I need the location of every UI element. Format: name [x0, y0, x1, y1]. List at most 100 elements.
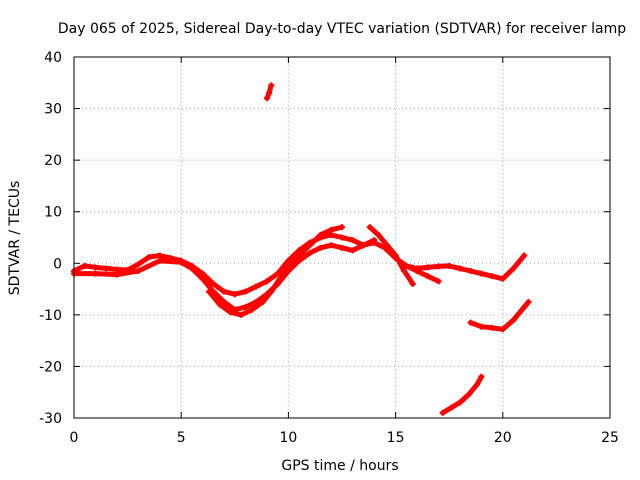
y-tick-label: 30 [44, 102, 62, 118]
data-point [135, 268, 142, 275]
data-point [306, 242, 313, 249]
data-point [446, 262, 453, 269]
x-tick-label: 5 [177, 430, 186, 446]
data-point [414, 268, 421, 275]
data-point [474, 381, 481, 388]
data-point [489, 273, 496, 280]
data-point [456, 265, 463, 272]
data-point [435, 278, 442, 285]
data-point [435, 263, 442, 270]
data-point [268, 288, 275, 295]
data-point [478, 270, 485, 277]
data-point [285, 265, 292, 272]
data-point [360, 242, 367, 249]
data-point [188, 265, 195, 272]
data-point [92, 270, 99, 277]
data-point [478, 373, 485, 380]
axis-ticks: 0 5 10 15 20 25 -30 -20 -10 0 10 20 30 40 [39, 50, 619, 446]
data-point [525, 298, 532, 305]
y-tick-label: 20 [44, 153, 62, 169]
data-point [263, 278, 270, 285]
data-point [424, 264, 431, 271]
series-track-b [71, 237, 378, 313]
data-point [510, 317, 517, 324]
data-point [510, 265, 517, 272]
y-axis-label: SDTVAR / TECUs [7, 181, 23, 296]
data-point [276, 275, 283, 282]
data-point [156, 252, 163, 259]
data-point [384, 242, 391, 249]
series-line-track-a [71, 232, 527, 297]
data-point [328, 226, 335, 233]
data-point [227, 309, 234, 316]
grid [74, 57, 610, 418]
plot-area-border [73, 56, 611, 419]
data-point [242, 304, 249, 311]
series-track-c [206, 224, 345, 318]
data-point [253, 283, 260, 290]
data-point [465, 391, 472, 398]
data-point [521, 304, 528, 311]
series-line-track-c [206, 224, 345, 318]
data-point [296, 252, 303, 259]
data-point [375, 231, 382, 238]
data-point [274, 270, 281, 277]
data-point [521, 252, 528, 259]
data-point [424, 273, 431, 280]
data-point [328, 231, 335, 238]
data-point [306, 249, 313, 256]
data-point [285, 257, 292, 264]
data-point [339, 224, 345, 231]
data-point [263, 95, 270, 102]
data-point [499, 275, 506, 282]
data-point [238, 311, 245, 318]
data-point [366, 224, 373, 231]
data-point [401, 268, 408, 275]
data-point [81, 262, 88, 269]
data-point [113, 271, 120, 278]
data-point [178, 259, 185, 266]
data-point [242, 288, 249, 295]
data-point [113, 266, 120, 273]
series-track-h [439, 373, 485, 416]
data-point [409, 280, 416, 287]
series-track-e [403, 262, 442, 285]
data-point [146, 254, 153, 261]
data-point [221, 298, 228, 305]
data-point [467, 319, 474, 326]
data-point [349, 247, 356, 254]
y-tick-label: 40 [44, 50, 62, 66]
data-point [339, 244, 345, 251]
data-point [339, 234, 345, 241]
series-line-track-e [403, 263, 441, 284]
data-point [248, 306, 255, 313]
x-tick-label: 20 [494, 430, 512, 446]
data-point [216, 301, 223, 308]
data-point [317, 231, 324, 238]
chart-title: Day 065 of 2025, Sidereal Day-to-day VTE… [58, 21, 626, 37]
data-point [156, 257, 163, 264]
x-axis-label: GPS time / hours [281, 458, 398, 474]
data-point [92, 264, 99, 271]
x-tick-label: 25 [601, 430, 619, 446]
data-point [317, 244, 324, 251]
data-point [259, 298, 266, 305]
data-point [266, 90, 273, 97]
data-point [231, 291, 238, 298]
data-point [467, 268, 474, 275]
data-point [371, 237, 378, 244]
data-point [199, 275, 206, 282]
data-point [489, 324, 496, 331]
data-point [268, 82, 275, 89]
data-point [499, 326, 506, 333]
y-tick-label: 10 [44, 205, 62, 221]
y-tick-label: 0 [53, 256, 62, 272]
data-series [71, 82, 532, 416]
data-point [210, 280, 217, 287]
data-point [392, 252, 399, 259]
series-track-f [263, 82, 275, 102]
data-point [103, 265, 110, 272]
data-point [328, 242, 335, 249]
data-point [135, 261, 142, 268]
